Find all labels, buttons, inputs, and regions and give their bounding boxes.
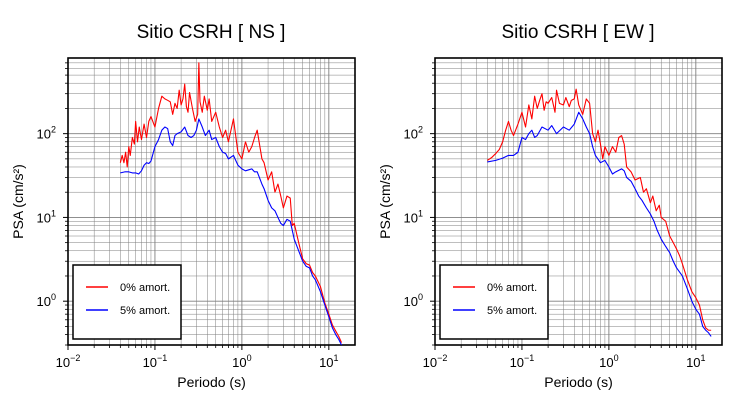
legend-entry-label: 0% amort. (487, 282, 537, 294)
plot-frame (434, 57, 723, 346)
x-tick-label: 101 (319, 353, 338, 370)
x-tick-label: 10−2 (423, 353, 448, 370)
chart-title: Sitio CSRH [ NS ] (137, 22, 286, 43)
x-tick-label: 100 (232, 353, 251, 370)
x-tick-label: 10−1 (510, 353, 535, 370)
y-tick-label: 101 (404, 208, 423, 225)
y-tick-label: 102 (37, 125, 56, 142)
series-line-0 (119, 62, 343, 343)
chart-panel-1: 10−2 10−1 100 101 100 101 102 Sitio CSRH [ EW ]… (377, 22, 723, 390)
x-tick-label: 100 (599, 353, 618, 370)
legend: 0% amort. 5% amort. (439, 264, 549, 340)
y-tick-label: 101 (37, 208, 56, 225)
plot-frame (67, 57, 356, 346)
legend-entry-label: 5% amort. (487, 305, 537, 317)
legend-entry-label: 5% amort. (120, 305, 170, 317)
series-line-1 (120, 118, 343, 346)
x-tick-label: 101 (686, 353, 705, 370)
y-tick-label: 100 (37, 292, 56, 309)
legend-box (439, 264, 549, 340)
legend: 0% amort. 5% amort. (72, 264, 182, 340)
x-axis-label: Periodo (s) (177, 374, 245, 390)
x-tick-label: 10−1 (143, 353, 168, 370)
x-axis-label: Periodo (s) (544, 374, 612, 390)
series-line-1 (487, 111, 712, 337)
y-tick-label: 100 (404, 292, 423, 309)
y-axis-label: PSA (cm/s²) (10, 164, 26, 239)
y-tick-label: 102 (404, 125, 423, 142)
grid (68, 58, 355, 346)
x-tick-label: 10−2 (56, 353, 81, 370)
legend-entry-label: 0% amort. (120, 282, 170, 294)
legend-box (72, 264, 182, 340)
y-axis-label: PSA (cm/s²) (377, 164, 393, 239)
chart-panel-0: 10−2 10−1 100 101 100 101 102 Sitio CSRH [ NS ]… (10, 22, 356, 390)
series-line-0 (487, 88, 712, 331)
chart-title: Sitio CSRH [ EW ] (501, 22, 654, 43)
grid (435, 58, 722, 346)
